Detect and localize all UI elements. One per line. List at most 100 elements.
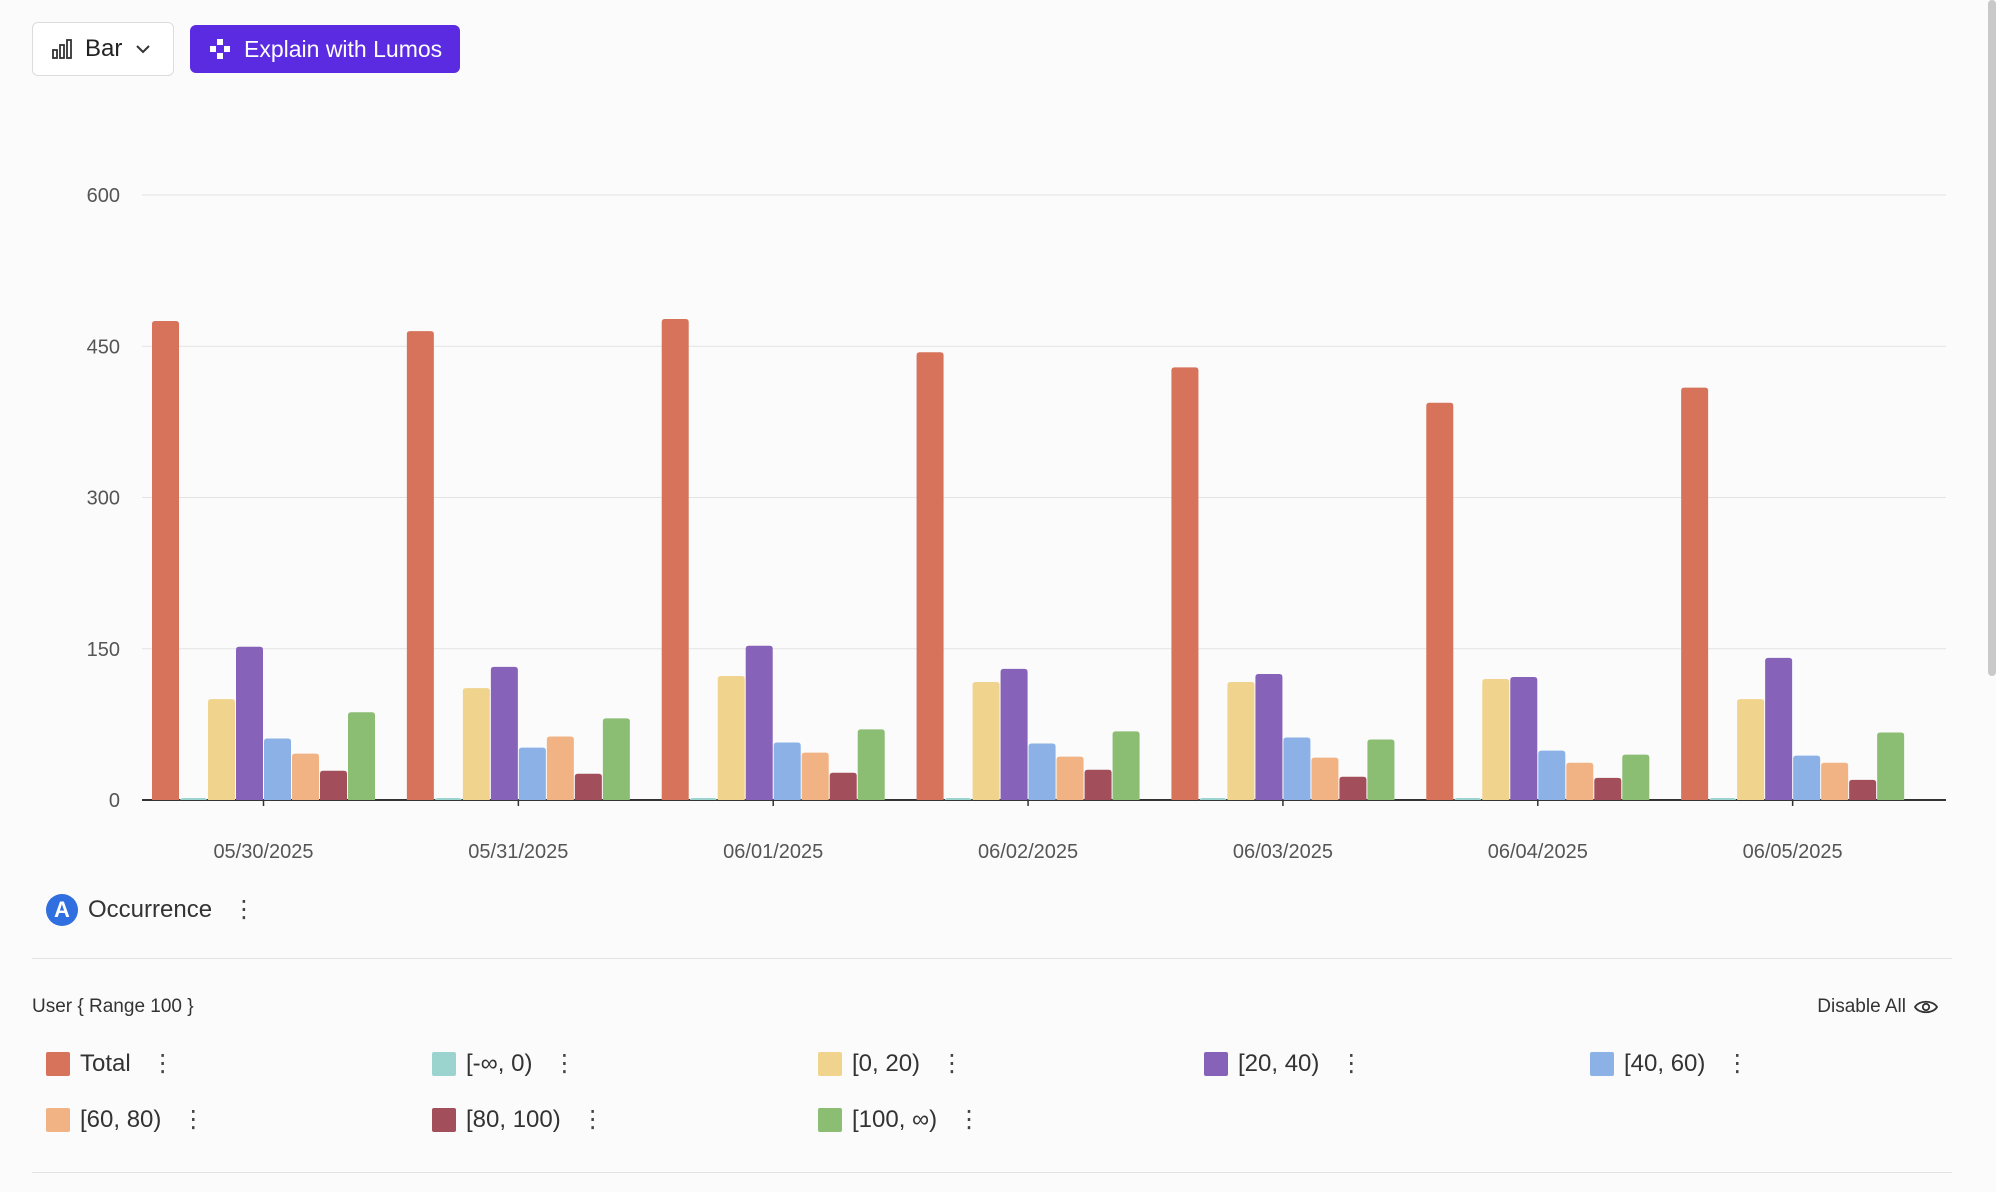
bar xyxy=(1199,797,1227,801)
bar xyxy=(717,675,745,800)
bar xyxy=(264,738,291,800)
legend-item[interactable]: Total ⋮ xyxy=(46,1050,185,1078)
bar xyxy=(1821,762,1849,800)
bar xyxy=(1339,776,1367,800)
query-row: A Occurrence ⋮ xyxy=(46,894,266,926)
bar xyxy=(292,753,319,800)
chevron-down-icon xyxy=(134,40,152,58)
bar xyxy=(434,797,462,801)
divider xyxy=(32,1172,1952,1173)
legend-item-menu-icon[interactable]: ⋮ xyxy=(1725,1050,1750,1077)
bar-chart-icon xyxy=(51,38,73,60)
legend-swatch xyxy=(46,1108,70,1132)
legend-swatch xyxy=(818,1052,842,1076)
x-tick-label: 06/02/2025 xyxy=(978,841,1078,863)
bar xyxy=(1084,769,1112,800)
explain-with-lumos-button[interactable]: Explain with Lumos xyxy=(190,25,461,73)
query-label: Occurrence xyxy=(88,896,213,923)
legend-item[interactable]: [80, 100) ⋮ xyxy=(432,1106,615,1134)
bar xyxy=(152,321,179,800)
bar xyxy=(1793,755,1821,800)
legend-item[interactable]: [0, 20) ⋮ xyxy=(818,1050,974,1078)
bar xyxy=(1622,754,1650,800)
legend-item-menu-icon[interactable]: ⋮ xyxy=(552,1050,577,1077)
bar xyxy=(1681,387,1709,800)
bar xyxy=(236,646,263,800)
query-menu-icon[interactable]: ⋮ xyxy=(232,896,257,923)
bar xyxy=(348,712,375,800)
legend-item-menu-icon[interactable]: ⋮ xyxy=(940,1050,965,1077)
legend-item-menu-icon[interactable]: ⋮ xyxy=(150,1050,175,1077)
bar xyxy=(1000,668,1028,800)
bar xyxy=(1454,797,1482,801)
legend-swatch xyxy=(46,1052,70,1076)
sparkle-icon xyxy=(208,37,232,61)
legend-item[interactable]: [-∞, 0) ⋮ xyxy=(432,1050,586,1078)
bar xyxy=(1112,731,1140,800)
legend-item-menu-icon[interactable]: ⋮ xyxy=(1339,1050,1364,1077)
x-tick-label: 06/04/2025 xyxy=(1488,841,1588,863)
bar xyxy=(661,319,689,800)
eye-icon xyxy=(1914,998,1938,1016)
legend-item-menu-icon[interactable]: ⋮ xyxy=(580,1106,605,1133)
bar xyxy=(1367,739,1395,800)
bar xyxy=(1510,676,1538,800)
x-tick-label: 06/03/2025 xyxy=(1233,841,1333,863)
x-tick-label: 05/31/2025 xyxy=(468,841,568,863)
legend-label: [80, 100) xyxy=(466,1106,561,1133)
legend-item[interactable]: [20, 40) ⋮ xyxy=(1204,1050,1373,1078)
legend-item[interactable]: [100, ∞) ⋮ xyxy=(818,1106,991,1134)
y-tick-label: 150 xyxy=(87,639,120,661)
legend-swatch xyxy=(1204,1052,1228,1076)
y-tick-label: 600 xyxy=(87,185,120,207)
legend-item[interactable]: [60, 80) ⋮ xyxy=(46,1106,215,1134)
bar xyxy=(916,352,944,800)
bar xyxy=(745,645,773,800)
bar xyxy=(1482,679,1510,800)
bar xyxy=(972,682,1000,800)
bar xyxy=(320,770,347,800)
y-tick-label: 0 xyxy=(109,790,120,812)
toolbar: Bar Explain with Lumos xyxy=(32,22,461,76)
scrollbar[interactable] xyxy=(1988,0,1996,676)
legend-swatch xyxy=(818,1108,842,1132)
legend-item-menu-icon[interactable]: ⋮ xyxy=(957,1106,982,1133)
bar xyxy=(1283,737,1311,800)
disable-all-label: Disable All xyxy=(1817,996,1906,1017)
legend-label: [40, 60) xyxy=(1624,1050,1706,1077)
y-tick-label: 300 xyxy=(87,488,120,510)
bar xyxy=(1426,402,1454,800)
bar xyxy=(546,736,574,800)
bar xyxy=(490,666,518,800)
bar xyxy=(1538,750,1566,800)
x-tick-label: 05/30/2025 xyxy=(213,841,313,863)
bar xyxy=(1709,797,1737,801)
bar xyxy=(1028,743,1056,800)
legend-item[interactable]: [40, 60) ⋮ xyxy=(1590,1050,1759,1078)
group-label: User { Range 100 } xyxy=(32,996,194,1017)
bar xyxy=(1737,699,1765,800)
bar xyxy=(1765,657,1793,800)
bar-chart: 0 150 300 450 600 05/30/2025 05/31/2025 06/01/2… xyxy=(87,185,1946,863)
bar xyxy=(602,718,630,800)
disable-all-button[interactable]: Disable All xyxy=(1817,996,1938,1018)
bar xyxy=(1227,682,1255,800)
chart-type-dropdown[interactable]: Bar xyxy=(32,22,174,76)
bar xyxy=(1171,367,1199,800)
divider xyxy=(32,958,1952,959)
bar xyxy=(689,797,717,801)
legend-swatch xyxy=(1590,1052,1614,1076)
bar xyxy=(1849,779,1877,800)
y-tick-label: 450 xyxy=(87,336,120,358)
x-tick-label: 06/05/2025 xyxy=(1743,841,1843,863)
bar xyxy=(1056,756,1084,800)
bar xyxy=(773,742,801,800)
legend-item-menu-icon[interactable]: ⋮ xyxy=(181,1106,206,1133)
bar xyxy=(1594,777,1622,800)
bar xyxy=(518,747,546,800)
chart-type-label: Bar xyxy=(85,35,123,62)
bar xyxy=(1255,673,1283,800)
bar xyxy=(1877,732,1905,800)
query-badge: A xyxy=(46,894,78,926)
bar xyxy=(857,729,885,800)
